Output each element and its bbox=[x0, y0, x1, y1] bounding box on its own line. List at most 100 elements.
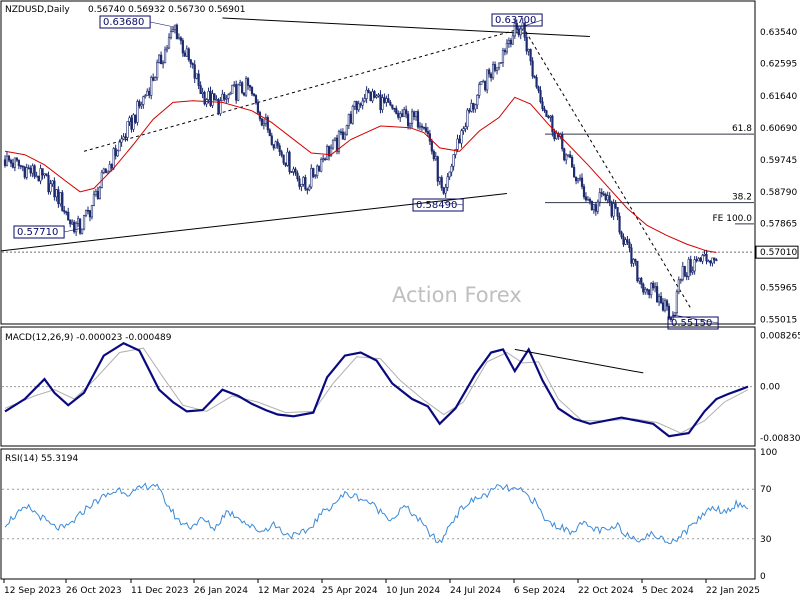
candle-body bbox=[57, 189, 60, 205]
candle-body bbox=[691, 270, 694, 273]
candle-body bbox=[450, 165, 453, 173]
candle-body bbox=[675, 291, 678, 314]
candle-body bbox=[626, 239, 629, 243]
candle-body bbox=[533, 75, 536, 78]
candle-body bbox=[442, 187, 445, 194]
candle-body bbox=[55, 189, 58, 198]
candle-body bbox=[268, 129, 271, 137]
candle-body bbox=[618, 215, 621, 233]
price-axis-tick: 0.58790 bbox=[760, 188, 797, 198]
candle-body bbox=[424, 127, 428, 132]
candle-body bbox=[90, 205, 94, 218]
candle-body bbox=[221, 93, 224, 102]
trendline bbox=[222, 17, 590, 38]
rsi-title: RSI(14) 55.3194 bbox=[5, 454, 78, 464]
candle-body bbox=[695, 259, 698, 262]
candle-body bbox=[15, 157, 18, 161]
watermark: Action Forex bbox=[392, 283, 522, 307]
candle-body bbox=[622, 236, 625, 245]
candle-body bbox=[517, 29, 520, 36]
candle-body bbox=[207, 90, 210, 100]
candle-body bbox=[335, 137, 339, 152]
price-annotation: 0.57710 bbox=[17, 227, 58, 238]
candle-body bbox=[549, 115, 552, 118]
candle-body bbox=[355, 101, 358, 111]
candle-body bbox=[578, 177, 582, 180]
candle-body bbox=[476, 94, 479, 106]
candle-body bbox=[102, 168, 105, 173]
candle-body bbox=[108, 164, 111, 172]
candle-body bbox=[527, 49, 530, 52]
candle-body bbox=[616, 207, 619, 217]
candle-body bbox=[472, 103, 475, 110]
candle-body bbox=[438, 177, 441, 182]
candle-body bbox=[701, 255, 704, 262]
candle-body bbox=[82, 215, 86, 230]
price-axis-tick: 0.59745 bbox=[760, 156, 797, 166]
candle-body bbox=[191, 63, 194, 65]
candle-body bbox=[215, 99, 218, 101]
x-axis-tick-label: 22 Oct 2024 bbox=[578, 586, 634, 596]
candle-body bbox=[586, 198, 590, 201]
candle-body bbox=[148, 90, 151, 96]
candle-body bbox=[3, 159, 7, 166]
candle-body bbox=[420, 125, 424, 128]
fib-level-label: FE 100.0 bbox=[713, 214, 753, 224]
candle-body bbox=[118, 141, 121, 152]
candle-body bbox=[486, 69, 489, 91]
candle-body bbox=[179, 37, 182, 41]
candle-body bbox=[53, 180, 56, 198]
candle-body bbox=[322, 158, 325, 161]
candle-body bbox=[711, 257, 714, 264]
candle-body bbox=[654, 286, 657, 289]
candle-body bbox=[294, 168, 297, 174]
candle-body bbox=[246, 78, 250, 86]
candle-body bbox=[513, 22, 516, 37]
candle-body bbox=[132, 114, 135, 130]
candle-body bbox=[318, 165, 321, 172]
candle-body bbox=[302, 177, 305, 185]
price-axis-tick: 0.57865 bbox=[760, 219, 797, 229]
candle-body bbox=[134, 114, 137, 123]
candle-body bbox=[456, 138, 459, 150]
candle-body bbox=[646, 288, 649, 291]
candle-body bbox=[667, 305, 671, 319]
candle-body bbox=[256, 102, 260, 113]
candle-body bbox=[266, 117, 269, 131]
candle-body bbox=[9, 159, 13, 164]
price-annotation: 0.58490 bbox=[416, 200, 457, 211]
candle-body bbox=[300, 183, 303, 187]
candle-body bbox=[495, 67, 499, 71]
candle-body bbox=[114, 148, 117, 157]
candle-body bbox=[333, 137, 337, 141]
candle-body bbox=[614, 203, 617, 208]
candle-body bbox=[181, 40, 184, 54]
candle-body bbox=[120, 138, 123, 143]
candle-body bbox=[286, 151, 289, 166]
candle-body bbox=[636, 260, 639, 282]
rsi-axis-tick: 100 bbox=[760, 448, 777, 458]
candle-body bbox=[652, 282, 655, 289]
candle-body bbox=[555, 133, 558, 140]
candle-body bbox=[126, 121, 129, 138]
macd-axis-tick: 0.00 bbox=[760, 383, 780, 393]
candle-body bbox=[25, 167, 28, 178]
candle-body bbox=[349, 113, 352, 124]
price-axis-tick: 0.55015 bbox=[760, 315, 797, 325]
annotation-connector bbox=[672, 314, 719, 324]
candle-body bbox=[167, 37, 171, 49]
candle-body bbox=[462, 128, 465, 132]
candle-body bbox=[140, 104, 143, 107]
candle-body bbox=[347, 113, 350, 126]
candle-body bbox=[69, 219, 72, 225]
candle-body bbox=[373, 91, 376, 98]
candle-body bbox=[231, 85, 234, 94]
candle-body bbox=[361, 100, 364, 106]
candle-body bbox=[339, 131, 343, 134]
candle-body bbox=[430, 140, 433, 152]
candle-body bbox=[628, 241, 631, 249]
candle-body bbox=[292, 168, 295, 173]
candle-body bbox=[310, 168, 313, 188]
candle-body bbox=[422, 126, 426, 129]
rsi-series-group bbox=[2, 482, 754, 545]
